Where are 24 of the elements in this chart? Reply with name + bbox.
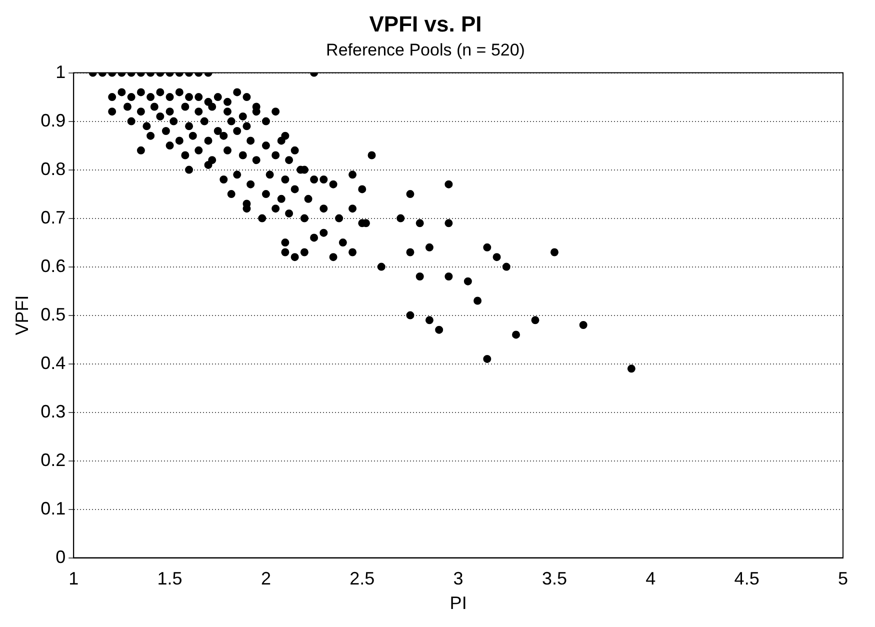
y-tick-label: 0.4: [40, 352, 66, 373]
y-tick-label: 0.1: [40, 498, 66, 518]
y-tick-label: 0.5: [40, 304, 66, 324]
y-tick-label: 0.6: [40, 256, 66, 276]
x-tick-label: 2: [260, 568, 271, 589]
x-tick-label: 4: [646, 568, 656, 589]
y-tick-label: 0: [56, 546, 66, 567]
x-tick-label: 2.5: [350, 568, 375, 589]
y-tick-label: 0.3: [40, 401, 66, 422]
y-tick-label: 0.8: [40, 158, 66, 179]
x-tick-label: 4.5: [734, 568, 760, 589]
x-tick-label: 3: [453, 568, 464, 589]
x-tick-label: 3.5: [542, 568, 567, 589]
x-axis-title: PI: [450, 593, 467, 614]
y-tick-label: 1: [56, 62, 66, 82]
y-tick-label: 0.7: [40, 207, 66, 228]
y-tick-label: 0.2: [40, 450, 66, 470]
chart-title: VPFI vs. PI: [369, 11, 482, 36]
x-tick-label: 5: [838, 568, 848, 589]
chart-subtitle: Reference Pools (n = 520): [326, 40, 525, 60]
y-tick-label: 0.9: [40, 110, 66, 130]
x-tick-label: 1.5: [157, 568, 182, 589]
y-axis-title: VPFI: [12, 295, 32, 336]
x-tick-label: 1: [68, 568, 79, 589]
